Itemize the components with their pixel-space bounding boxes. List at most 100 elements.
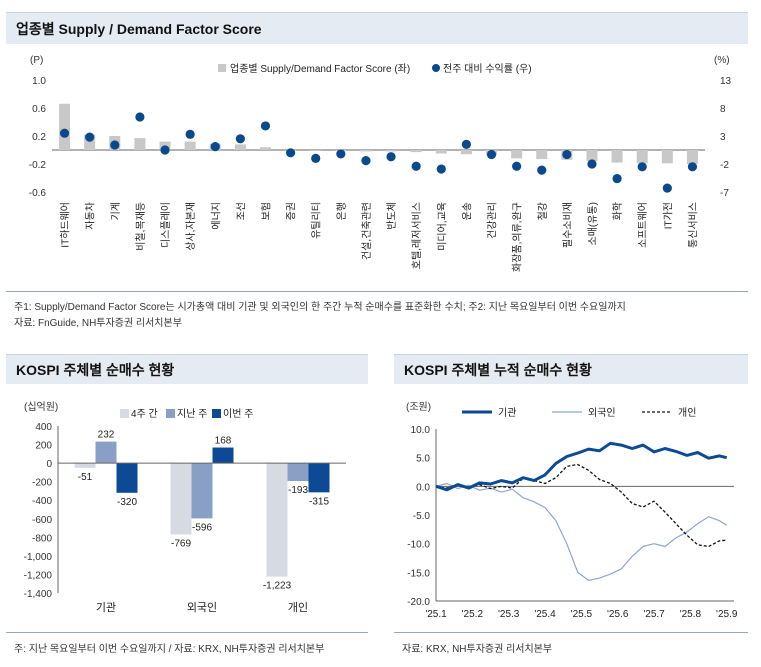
chart2-legend-label: 지난 주	[177, 408, 207, 420]
chart2-data-label: -51	[78, 472, 93, 483]
chart1-right-tick: -7	[720, 188, 729, 199]
chart1-dot	[110, 140, 120, 150]
chart1-category-label: 건강관리	[487, 202, 499, 239]
chart1-category-label: 유틸리티	[310, 202, 323, 239]
chart2-data-label: -193	[288, 485, 308, 496]
chart2-data-label: -315	[309, 496, 329, 507]
chart1-source: 자료: FnGuide, NH투자증권 리서치본부	[14, 318, 182, 329]
chart2-ylabel: (십억원)	[24, 401, 58, 413]
chart1-dot	[235, 134, 245, 144]
chart1-dot	[512, 161, 522, 171]
chart1-bar	[410, 150, 422, 153]
chart2-bar	[95, 441, 117, 464]
chart1-category-label: 호텔,레저서비스	[411, 202, 423, 269]
chart1-left-unit: (P)	[30, 55, 43, 66]
chart2-ytick: -1,200	[24, 570, 53, 581]
chart3-xtick: '25.7	[643, 609, 665, 620]
chart1-right-tick: 8	[720, 104, 726, 115]
chart1-category-label: 디스플레이	[160, 202, 172, 248]
chart1-dot	[85, 132, 95, 142]
chart3-legend-label: 개인	[678, 407, 696, 419]
chart1-left-tick: 0.2	[32, 132, 46, 143]
chart2-ytick: -800	[32, 533, 52, 544]
chart1-legend-dot-label: 전주 대비 수익률 (우)	[443, 63, 532, 75]
chart1-bar	[360, 150, 372, 152]
chart3-bottom-rule	[394, 632, 748, 633]
chart1-bar	[636, 150, 648, 164]
chart1-category-label: 에너지	[210, 202, 222, 230]
chart2-category-label: 개인	[288, 601, 308, 614]
chart1-bar	[184, 141, 196, 150]
chart3-ytick: -20.0	[407, 597, 430, 608]
chart1-category-label: IT하드웨어	[59, 202, 72, 248]
chart1-category-label: 철강	[537, 202, 549, 220]
chart2-bar	[266, 463, 288, 577]
chart1-legend-dot-swatch	[432, 64, 440, 72]
chart1-category-label: 필수소비재	[562, 202, 574, 248]
chart2-bottom-rule	[6, 632, 368, 633]
chart1-bar	[661, 150, 673, 164]
kospi-net-buying-chart: (십억원) 400 200 0 -200 -400 -600 -800 -1,000 -1,200…	[24, 401, 346, 614]
chart3-ytick: 0.0	[416, 482, 430, 493]
chart1-dot	[587, 159, 597, 169]
chart2-ytick: 400	[35, 422, 52, 433]
chart1-category-label: 미디어,교육	[436, 202, 448, 251]
chart1-bar	[310, 150, 322, 151]
chart3-ytick: -15.0	[407, 568, 430, 579]
chart2-legend-swatch	[120, 409, 129, 418]
chart1-dot	[436, 164, 446, 174]
chart1-bar	[134, 138, 146, 150]
chart3-xtick: '25.5	[571, 609, 593, 620]
chart3-ytick: 10.0	[411, 425, 431, 436]
chart2-bar	[74, 463, 96, 468]
chart1-category-label: 통신서비스	[687, 202, 699, 248]
chart3-legend-label: 외국인	[588, 407, 616, 419]
chart2-data-label: -1,223	[263, 581, 292, 592]
chart2-category-label: 외국인	[187, 601, 217, 614]
chart1-category-label: 소매(유통)	[587, 202, 599, 245]
chart1-bar	[536, 150, 548, 160]
chart3-xtick: '25.4	[534, 609, 556, 620]
chart1-category-label: 운송	[461, 202, 473, 220]
chart1-right-tick: -2	[720, 160, 729, 171]
chart1-bar	[84, 134, 96, 150]
chart1-dot	[361, 156, 371, 166]
chart3-ytick: -10.0	[407, 540, 430, 551]
chart1-title: 업종별 Supply / Demand Factor Score	[16, 20, 262, 37]
chart1-dot	[662, 183, 672, 193]
chart2-bar	[116, 463, 138, 493]
chart1-bar	[59, 103, 71, 150]
chart1-bar	[385, 150, 397, 152]
chart3-title-bar: KOSPI 주체별 누적 순매수 현황	[394, 354, 748, 384]
chart1-category-label: 비철,목재등	[135, 202, 147, 251]
sector-factor-score-chart: (P) (%) 1.0 0.6 0.2 -0.2 -0.6 13 8 3 -2 -7 업종별 Suppl…	[29, 55, 732, 272]
chart1-dot	[210, 142, 220, 152]
chart2-legend-label: 4주 간	[131, 408, 158, 420]
chart2-data-label: -320	[117, 497, 137, 508]
chart1-category-label: 은행	[336, 202, 348, 220]
chart1-bar	[435, 150, 447, 154]
chart1-category-label: 기계	[110, 202, 122, 220]
chart1-right-unit: (%)	[714, 55, 730, 66]
chart1-category-label: 상사,자본재	[185, 202, 197, 251]
chart2-legend-label: 이번 주	[223, 408, 253, 420]
chart1-bar	[511, 150, 523, 159]
chart2-title-bar: KOSPI 주체별 순매수 현황	[6, 354, 368, 384]
chart1-category-label: 반도체	[386, 202, 398, 230]
chart1-category-label: 화학	[612, 202, 624, 220]
chart1-dot	[637, 162, 647, 172]
chart1-right-tick: 13	[720, 76, 732, 87]
chart1-bar	[586, 150, 598, 162]
chart1-dot	[160, 145, 170, 155]
chart1-category-label: IT가전	[662, 202, 674, 229]
chart1-category-label: 보험	[260, 202, 272, 220]
chart1-dot	[411, 161, 421, 171]
chart1-dot	[612, 173, 622, 184]
chart2-ytick: -200	[32, 478, 52, 489]
chart3-title: KOSPI 주체별 누적 순매수 현황	[404, 361, 592, 378]
chart1-category-label: 건설,건축관련	[361, 202, 373, 260]
chart2-bar	[170, 463, 192, 535]
chart1-dot	[461, 139, 472, 149]
chart1-dot	[185, 129, 195, 139]
chart2-data-label: -769	[171, 538, 191, 549]
